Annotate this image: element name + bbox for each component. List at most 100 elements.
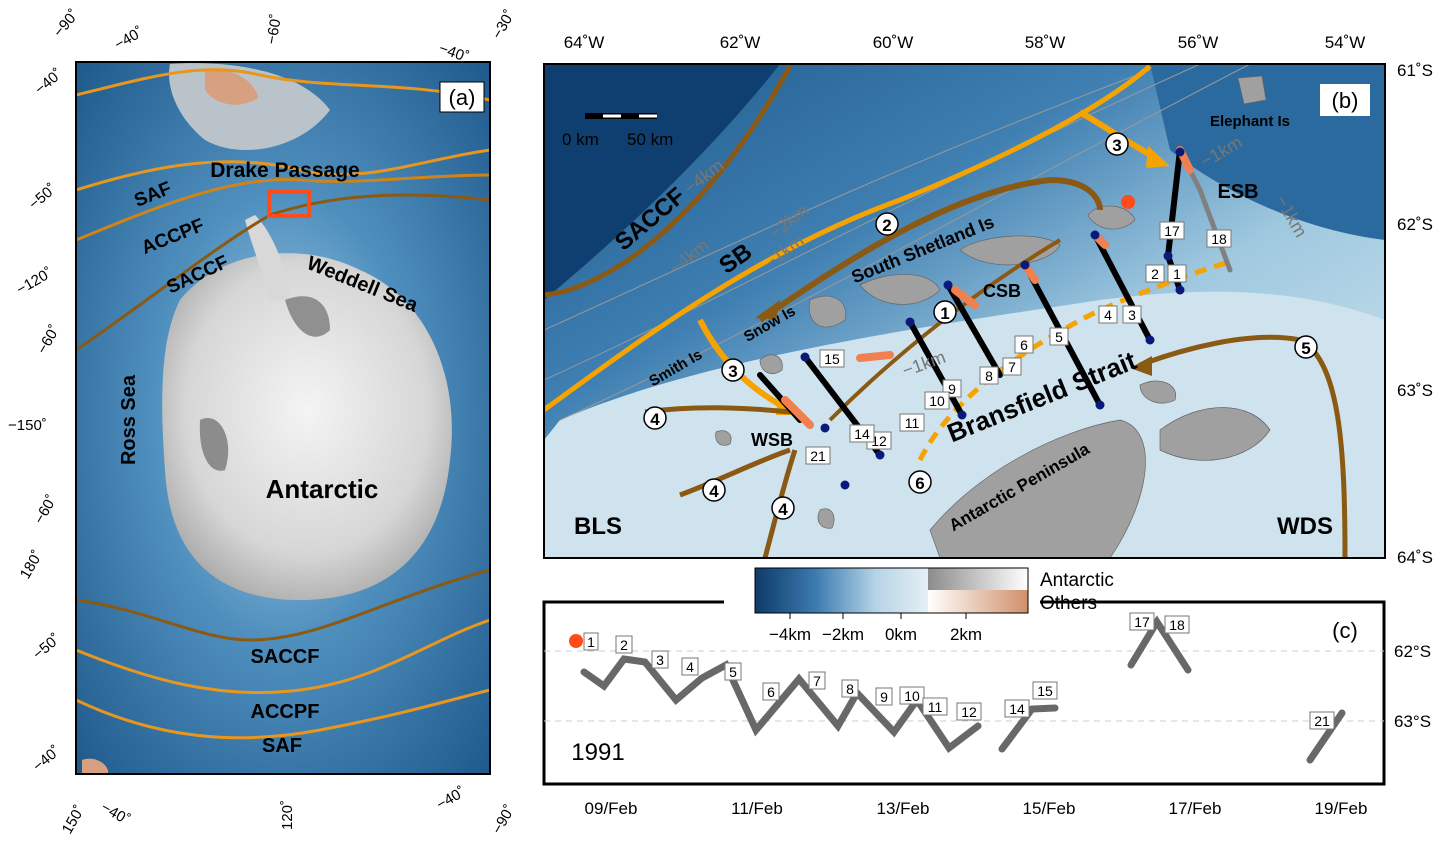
date-tick: 11/Feb xyxy=(731,799,783,818)
svg-text:15: 15 xyxy=(1037,683,1053,699)
lat-tick-1: 61˚S xyxy=(1397,61,1433,80)
timeseries-segment xyxy=(1127,615,1192,674)
grat-bottom-4: −40˚ xyxy=(434,784,469,814)
station-label: 21 xyxy=(805,446,831,465)
timeseries-segment xyxy=(1306,709,1346,764)
colorbar-tick-label: 2km xyxy=(950,625,982,644)
station-dot xyxy=(1175,147,1185,157)
lon-tick-5: 56˚W xyxy=(1178,33,1219,52)
svg-text:5: 5 xyxy=(729,664,737,680)
front-saf-a xyxy=(76,148,490,192)
panel-a-label-box xyxy=(439,81,485,113)
station-dot xyxy=(1090,230,1100,240)
ronne-ice-shelf xyxy=(285,296,330,337)
svg-text:15: 15 xyxy=(824,351,840,367)
ts-label: 15 xyxy=(1032,681,1058,700)
date-tick: 09/Feb xyxy=(585,799,638,818)
island-smith xyxy=(759,354,783,374)
lon-tick-4: 58˚W xyxy=(1025,33,1066,52)
circled-number-6: 6 xyxy=(908,470,932,494)
panel-b-frame xyxy=(543,63,1386,559)
station-dot xyxy=(1095,400,1105,410)
front-saccf-a-south xyxy=(76,568,490,642)
svg-text:10: 10 xyxy=(904,688,920,704)
station-label: 11 xyxy=(899,413,925,432)
island-livingston xyxy=(859,274,941,305)
svg-text:18: 18 xyxy=(1211,231,1227,247)
svg-text:9: 9 xyxy=(880,689,888,705)
scale-bar-segment xyxy=(639,114,657,118)
colorbar-tick-label: 0km xyxy=(885,625,917,644)
grat-left-5: −150˚ xyxy=(8,417,47,434)
grat-left-3: −120˚ xyxy=(14,264,56,298)
label-saf-bottom: SAF xyxy=(262,735,302,757)
ts-label: 21 xyxy=(1309,711,1335,730)
scale-bar-right-label: 50 km xyxy=(627,130,673,149)
colorbar-antarctic xyxy=(928,568,1028,590)
island-dundee xyxy=(1139,380,1177,404)
timeseries-segment xyxy=(998,704,1059,753)
study-area-box xyxy=(267,190,311,218)
colorbar-bathymetry xyxy=(755,568,928,613)
ts-label: 14 xyxy=(1004,699,1030,718)
scale-bar-segment xyxy=(603,114,621,118)
label-esb: ESB xyxy=(1217,181,1258,203)
island-joinville xyxy=(1159,407,1271,461)
circled-number-4a: 4 xyxy=(643,406,667,430)
grat-top-1: −90˚ xyxy=(50,6,83,40)
label-ross-sea: Ross Sea xyxy=(118,374,140,465)
svg-text:8: 8 xyxy=(985,368,993,384)
andes-relief xyxy=(205,69,258,105)
station-label: 14 xyxy=(849,424,875,443)
station-dot xyxy=(1175,285,1185,295)
label-wds: WDS xyxy=(1277,513,1333,540)
cruise-start-dot xyxy=(1121,195,1135,209)
scale-bar-left-label: 0 km xyxy=(562,130,599,149)
svg-text:11: 11 xyxy=(928,699,943,715)
label-accpf-bottom: ACCPF xyxy=(251,701,320,723)
circled-number-1: 1 xyxy=(933,300,957,324)
track-segment-6 xyxy=(907,319,965,418)
shelf-b xyxy=(544,291,1385,558)
grat-bottom-3: 120˚ xyxy=(279,800,296,830)
station-dot xyxy=(840,480,850,490)
panel-a: (a) Drake Passage Weddell Sea Ross Sea A… xyxy=(8,6,519,837)
grat-left-9: −40˚ xyxy=(30,742,64,775)
svg-text:7: 7 xyxy=(1008,359,1016,375)
date-tick: 13/Feb xyxy=(877,799,930,818)
svg-text:10: 10 xyxy=(929,393,945,409)
current-4-b xyxy=(679,447,791,498)
timeseries-start-dot xyxy=(569,634,583,648)
station-dots xyxy=(800,147,1185,490)
circled-number-4b: 4 xyxy=(702,478,726,502)
panel-b-label: (b) xyxy=(1332,88,1359,113)
colorbar-ticks xyxy=(789,613,967,619)
grat-bottom-2: −40˚ xyxy=(98,799,133,829)
station-label: 3 xyxy=(1122,305,1142,324)
circled-number-4c: 4 xyxy=(771,496,795,520)
current-4-a xyxy=(644,405,791,415)
lon-ticks: 64˚W 62˚W 60˚W 58˚W 56˚W 54˚W xyxy=(564,33,1366,52)
svg-text:2: 2 xyxy=(1151,266,1159,282)
station-dot xyxy=(820,423,830,433)
svg-text:17: 17 xyxy=(1164,223,1180,239)
label-elephant-is: Elephant Is xyxy=(1210,113,1290,130)
date-tick: 19/Feb xyxy=(1315,799,1368,818)
station-label: 8 xyxy=(979,366,999,385)
label-saccf-bottom: SACCF xyxy=(251,646,320,668)
station-dot xyxy=(800,352,810,362)
svg-text:8: 8 xyxy=(846,681,854,697)
panel-b: (b) 64˚W 62˚W 60˚W 58˚W 56˚W 54˚W 61˚S 6… xyxy=(543,33,1433,567)
island-elephant xyxy=(1237,75,1267,105)
svg-text:5: 5 xyxy=(1055,329,1063,345)
panel-c: (c) 1991 1 2 3 4 5 6 7 8 9 10 11 12 14 1… xyxy=(542,600,1431,818)
panel-c-year: 1991 xyxy=(571,739,624,766)
grat-left-2: −50˚ xyxy=(26,180,60,213)
antarctic-continent xyxy=(162,253,452,600)
ts-label: 10 xyxy=(899,686,925,705)
ts-label: 8 xyxy=(841,679,859,698)
date-tick: 17/Feb xyxy=(1169,799,1222,818)
svg-text:2: 2 xyxy=(882,216,891,235)
svg-text:6: 6 xyxy=(767,684,775,700)
